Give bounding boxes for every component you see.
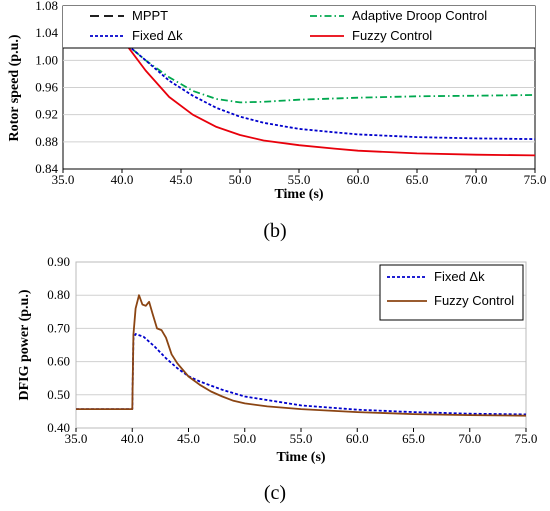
legend-box [379,264,524,321]
y-axis-label: Rotor speed (p.u.) [7,34,22,141]
legend-label: MPPT [132,8,168,23]
legend-label: Adaptive Droop Control [352,8,487,23]
x-tick-label: 45.0 [170,172,193,187]
x-tick-label: 70.0 [465,172,488,187]
x-axis-label: Time (s) [276,450,325,465]
y-tick-labels: 0.84 0.88 0.92 0.96 1.00 1.04 1.08 [35,0,58,176]
y-tick-label: 0.90 [47,254,70,269]
x-tick-label: 50.0 [229,172,252,187]
y-tick-labels: 0.40 0.50 0.60 0.70 0.80 0.90 [47,254,70,435]
rotor-speed-chart: MPPT Adaptive Droop Control Fixed Δk Fuzzy … [7,0,546,242]
y-tick-label: 1.00 [35,52,58,67]
x-tick-label: 35.0 [65,431,88,446]
legend-background [63,6,535,48]
y-tick-label: 1.04 [35,25,58,40]
x-tick-label: 65.0 [402,431,425,446]
legend-label: Fuzzy Control [352,28,432,43]
x-tick-label: 65.0 [406,172,429,187]
y-tick-label: 0.80 [47,287,70,302]
x-tick-label: 60.0 [346,431,369,446]
x-tick-label: 75.0 [515,431,538,446]
x-tick-label: 60.0 [347,172,370,187]
x-tick-labels: 35.0 40.0 45.0 50.0 55.0 60.0 65.0 70.0 75.0 [65,428,538,446]
y-tick-label: 0.50 [47,387,70,402]
x-axis-label: Time (s) [274,187,323,202]
x-tick-label: 50.0 [233,431,256,446]
series-line-fuzzy-control [76,294,527,417]
y-tick-label: 0.40 [47,420,70,435]
x-tick-labels: 35.0 40.0 45.0 50.0 55.0 60.0 65.0 70.0 75.0 [52,169,547,187]
x-tick-label: 70.0 [458,431,481,446]
legend-label: Fuzzy Control [434,293,514,308]
y-tick-label: 0.92 [35,107,58,122]
y-axis-label: DFIG power (p.u.) [17,289,32,400]
x-tick-label: 40.0 [111,172,134,187]
y-tick-label: 0.88 [35,134,58,149]
x-tick-label: 55.0 [288,172,311,187]
y-tick-label: 0.60 [47,354,70,369]
y-tick-label: 1.08 [35,0,58,13]
series-lines [76,294,527,417]
series-line-fixed-k [63,43,536,140]
x-tick-label: 55.0 [290,431,313,446]
caption: (c) [264,482,286,504]
y-tick-label: 0.70 [47,320,70,335]
legend: Fixed Δk Fuzzy Control [387,269,514,308]
x-tick-label: 45.0 [177,431,200,446]
legend-label: Fixed Δk [434,269,485,284]
series-line-fuzzy-control [63,43,536,157]
series-line-fixed-k [76,333,527,416]
x-tick-label: 40.0 [121,431,144,446]
caption: (b) [263,220,286,242]
x-tick-label: 75.0 [524,172,547,187]
legend: MPPT Adaptive Droop Control Fixed Δk Fuzzy … [90,8,487,43]
legend-label: Fixed Δk [132,28,183,43]
y-tick-label: 0.96 [35,80,58,95]
y-tick-label: 0.84 [35,161,58,176]
x-tick-label: 35.0 [52,172,75,187]
